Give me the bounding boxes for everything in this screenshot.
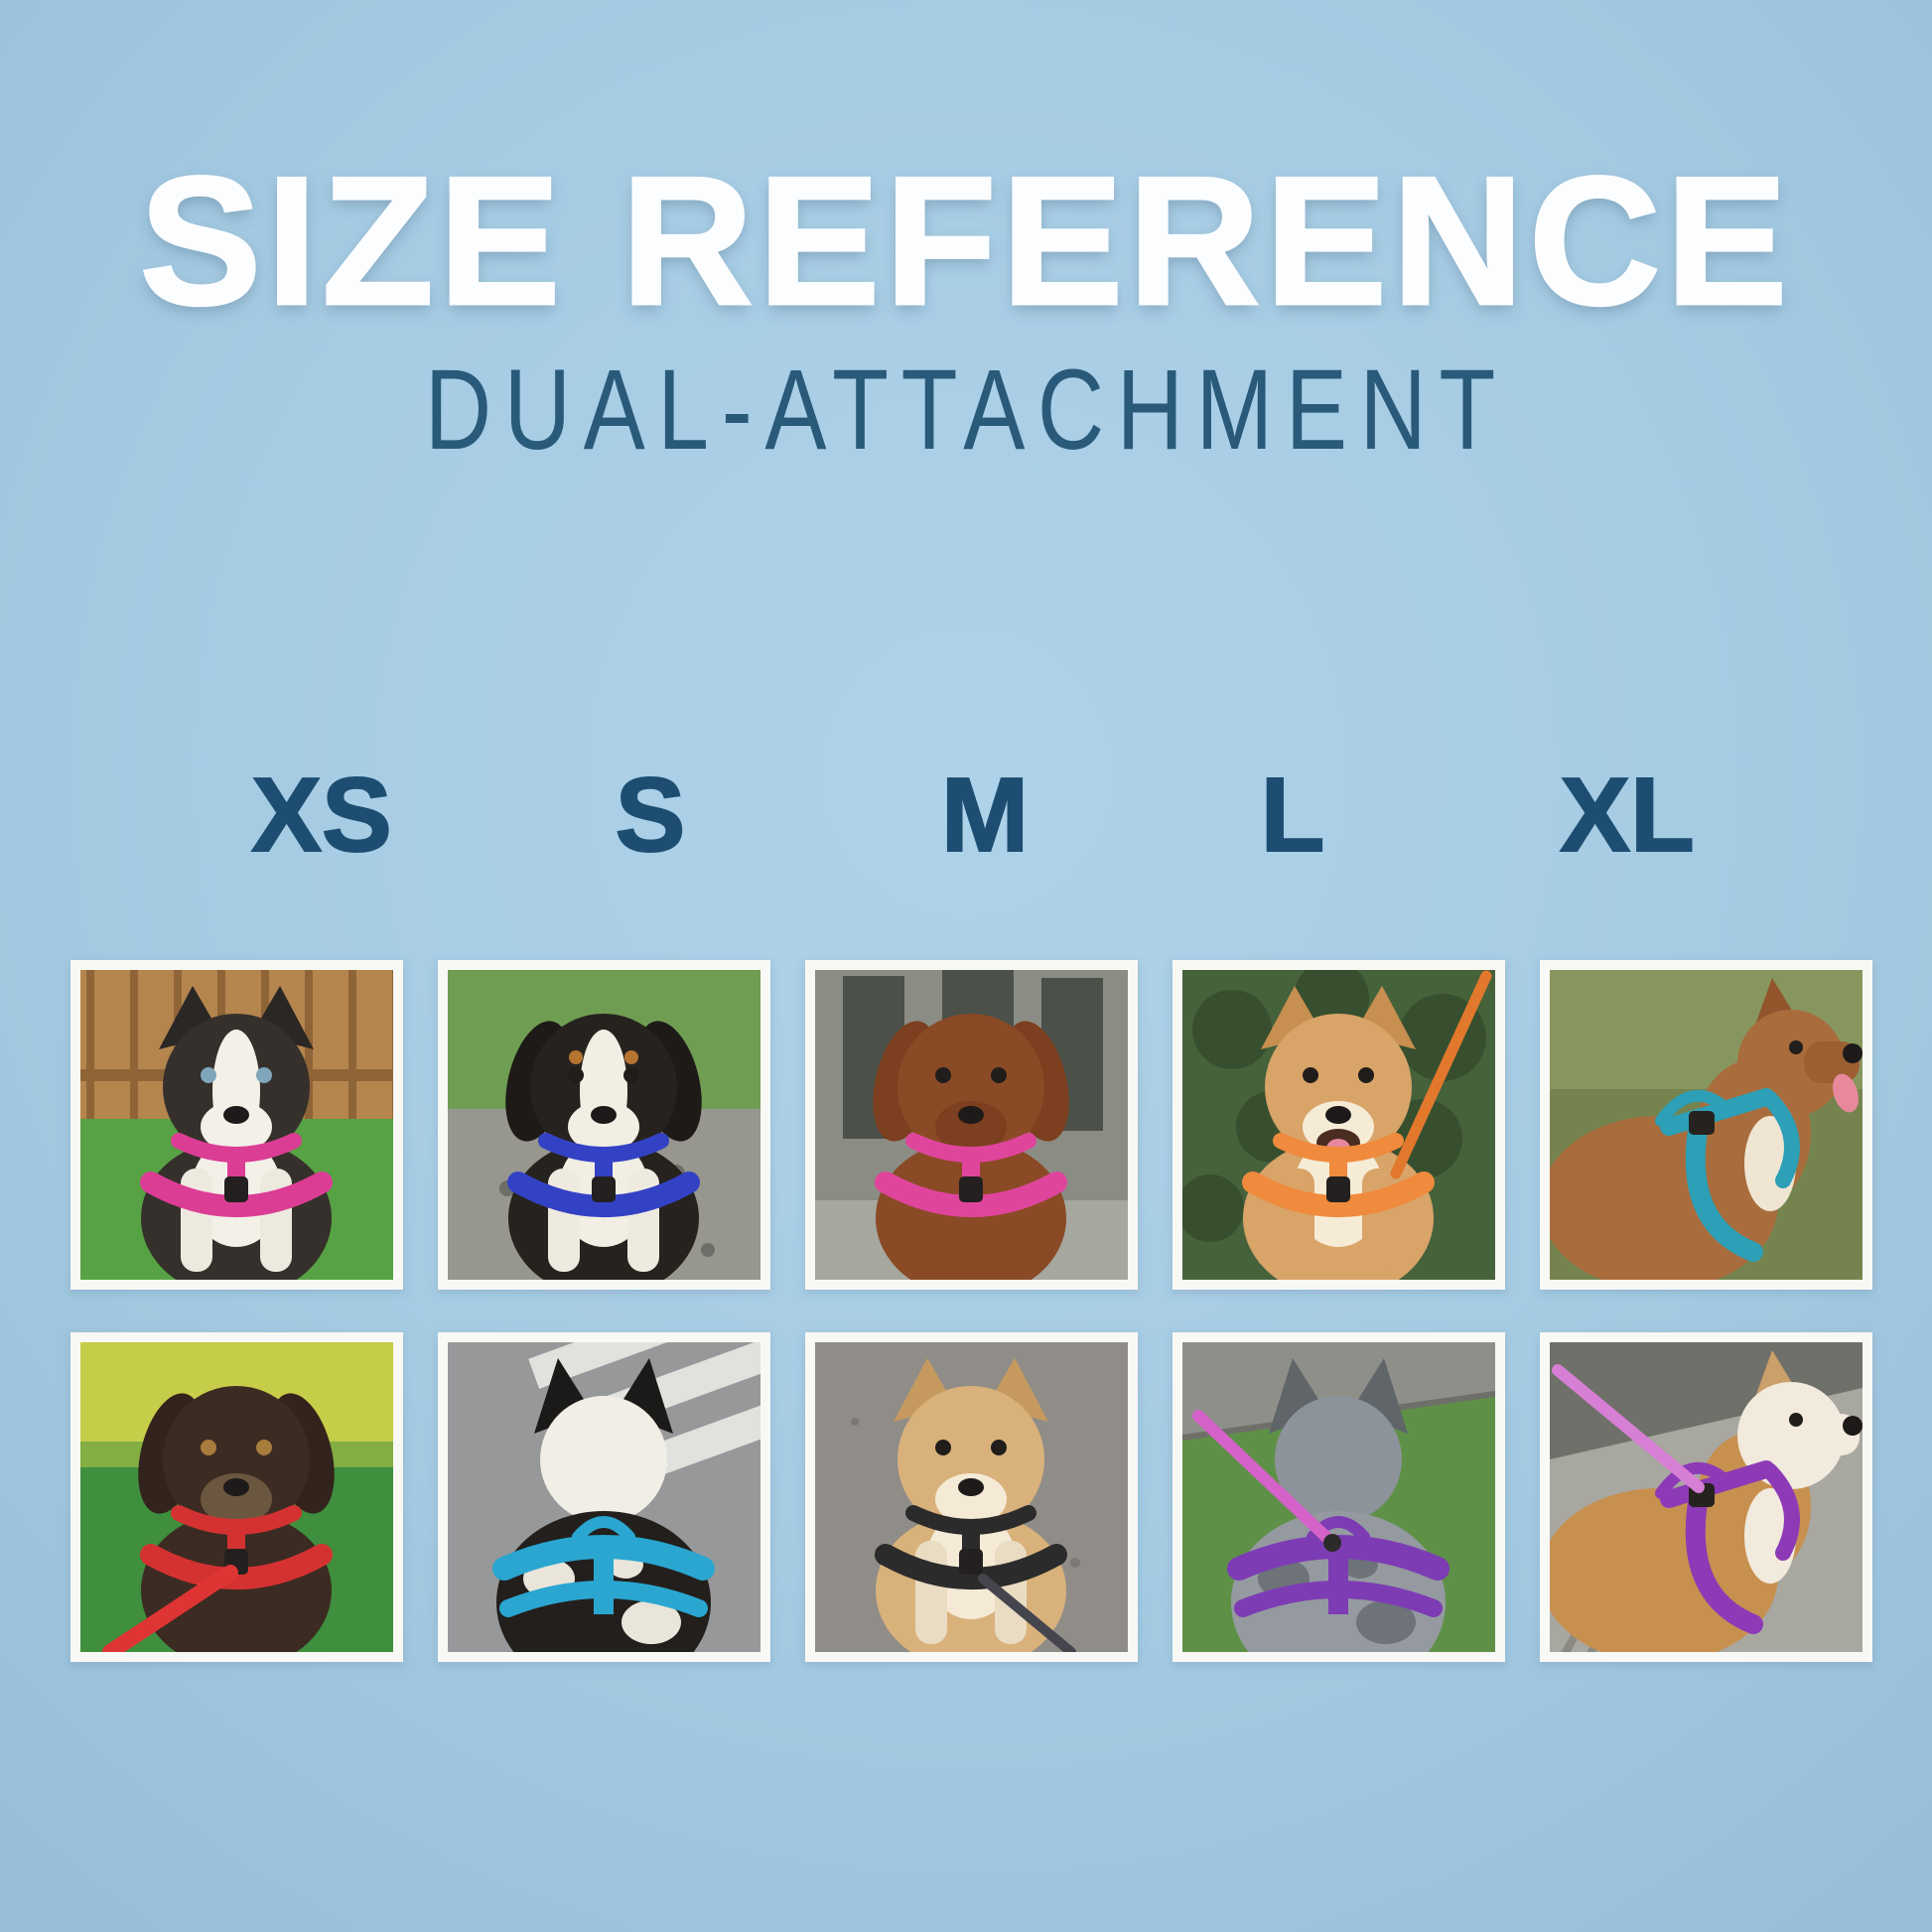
dog-photo-l-row2: [1173, 1332, 1505, 1662]
dog-photo-illustration: [1550, 970, 1863, 1280]
dog-photo-illustration: [815, 1342, 1128, 1652]
size-label-s: S: [615, 757, 687, 874]
dog-photo-xl-row2: [1540, 1332, 1872, 1662]
dog-photo-illustration: [80, 1342, 393, 1652]
dog-photo-illustration: [80, 970, 393, 1280]
page-subtitle: DUAL-ATTACHMENT: [424, 345, 1508, 475]
dog-photo-xl-row1: [1540, 960, 1872, 1290]
dog-photo-l-row1: [1173, 960, 1505, 1290]
dog-photo-illustration: [1182, 970, 1495, 1280]
page-subtitle-row: DUAL-ATTACHMENT: [0, 352, 1932, 467]
dog-photo-illustration: [448, 1342, 760, 1652]
size-label-xs: XS: [250, 757, 392, 874]
size-label-xl: XL: [1559, 757, 1695, 874]
size-labels-row: XS S M L XL: [0, 757, 1932, 874]
dog-photo-illustration: [1182, 1342, 1495, 1652]
dog-photo-m-row2: [805, 1332, 1138, 1662]
dog-photo-xs-row1: [70, 960, 403, 1290]
dog-photo-s-row2: [438, 1332, 770, 1662]
dog-photo-xs-row2: [70, 1332, 403, 1662]
size-label-l: L: [1260, 757, 1326, 874]
dog-photo-s-row1: [438, 960, 770, 1290]
size-label-m: M: [940, 757, 1030, 874]
dog-photo-illustration: [1550, 1342, 1863, 1652]
dog-photo-illustration: [815, 970, 1128, 1280]
page-title: SIZE REFERENCE: [138, 138, 1793, 343]
photo-grid: [70, 960, 1872, 1662]
dog-photo-m-row1: [805, 960, 1138, 1290]
dog-photo-illustration: [448, 970, 760, 1280]
